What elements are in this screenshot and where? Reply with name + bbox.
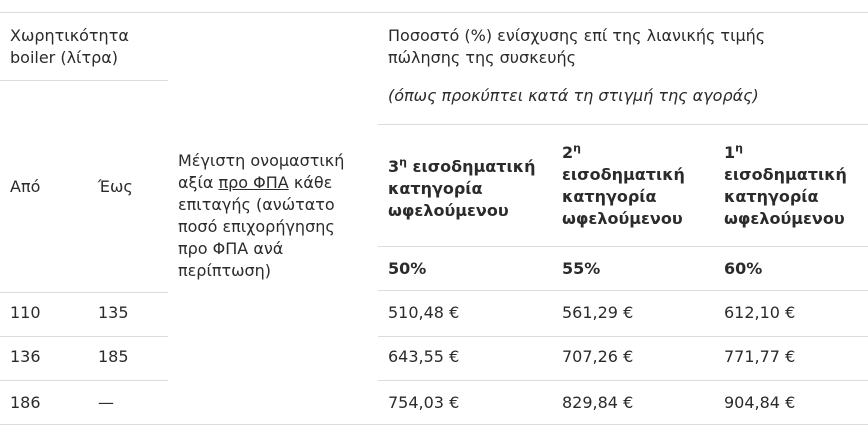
row-1-cat3: 510,48 € [388,303,460,322]
rule-capacity [0,80,168,81]
rule-categories [378,246,868,247]
category-3-sup: η [399,155,407,169]
category-1-percent: 60% [724,259,763,278]
row-3-from: 186 [10,393,41,412]
category-1-sup: η [735,141,743,155]
rule-bottom [0,424,868,425]
row-2-cat3: 643,55 € [388,347,460,366]
row-2-to: 185 [98,347,129,366]
rule-row-1 [0,336,168,337]
row-1-cat2: 561,29 € [562,303,634,322]
rule-percent-note [378,124,868,125]
rule-row-2b [378,380,868,381]
to-header: Έως [98,177,133,196]
from-header: Από [10,177,41,196]
category-3-num: 3 [388,157,400,176]
percent-header: Ποσοστό (%) ενίσχυσης επί της λιανικής τ… [388,25,765,69]
row-3-cat1: 904,84 € [724,393,796,412]
row-3-cat3: 754,03 € [388,393,460,412]
max-value-line3: επιταγής (ανώτατο [178,195,335,214]
max-value-line4: ποσό επιχορήγησης [178,217,335,236]
category-1-line4: ωφελούμενου [724,209,845,228]
category-2-sup: η [573,141,581,155]
row-2-cat2: 707,26 € [562,347,634,366]
max-value-line2-post: κάθε [288,173,333,192]
capacity-header: Χωρητικότητα boiler (λίτρα) [10,25,129,69]
category-3-percent: 50% [388,259,427,278]
category-1-line2: εισοδηματική [724,165,847,184]
category-2-num: 2 [562,143,574,162]
category-2-percent: 55% [562,259,601,278]
row-3-cat2: 829,84 € [562,393,634,412]
rule-row-1b [378,336,868,337]
category-2-header: 2η εισοδηματική κατηγορία ωφελούμενου [562,142,685,230]
category-3-line1: 3η εισοδηματική [388,156,536,178]
max-value-line6: περίπτωση) [178,261,272,280]
row-3-to: — [98,393,114,412]
max-value-line1: Μέγιστη ονομαστική [178,151,345,170]
category-1-header: 1η εισοδηματική κατηγορία ωφελούμενου [724,142,847,230]
rule-top [0,12,868,13]
row-2-cat1: 771,77 € [724,347,796,366]
rule-percentages [378,290,868,291]
category-3-line2: κατηγορία [388,179,483,198]
category-1-num: 1 [724,143,736,162]
percent-note: (όπως προκύπτει κατά τη στιγμή της αγορά… [388,86,759,105]
row-1-to: 135 [98,303,129,322]
rule-from-to [0,292,168,293]
max-value-header: Μέγιστη ονομαστική αξία προ ΦΠΑ κάθε επι… [178,150,344,282]
row-1-from: 110 [10,303,41,322]
category-1-line1: 1η [724,142,847,164]
category-3-header: 3η εισοδηματική κατηγορία ωφελούμενου [388,156,536,222]
category-1-line3: κατηγορία [724,187,819,206]
pre-vat-underlined: προ ΦΠΑ [218,173,289,192]
category-3-line1-rest: εισοδηματική [406,157,536,176]
percent-header-line1: Ποσοστό (%) ενίσχυσης επί της λιανικής τ… [388,26,766,45]
percent-header-line2: πώλησης της συσκευής [388,48,577,67]
capacity-header-line2: boiler (λίτρα) [10,48,119,67]
row-1-cat1: 612,10 € [724,303,796,322]
category-2-line3: κατηγορία [562,187,657,206]
capacity-header-line1: Χωρητικότητα [10,26,129,45]
category-2-line1: 2η [562,142,685,164]
category-2-line4: ωφελούμενου [562,209,683,228]
rule-row-2 [0,380,168,381]
category-2-line2: εισοδηματική [562,165,685,184]
max-value-line2-pre: αξία [178,173,219,192]
row-2-from: 136 [10,347,41,366]
max-value-line5: προ ΦΠΑ ανά [178,239,284,258]
max-value-line2: αξία προ ΦΠΑ κάθε [178,172,344,194]
category-3-line3: ωφελούμενου [388,201,509,220]
